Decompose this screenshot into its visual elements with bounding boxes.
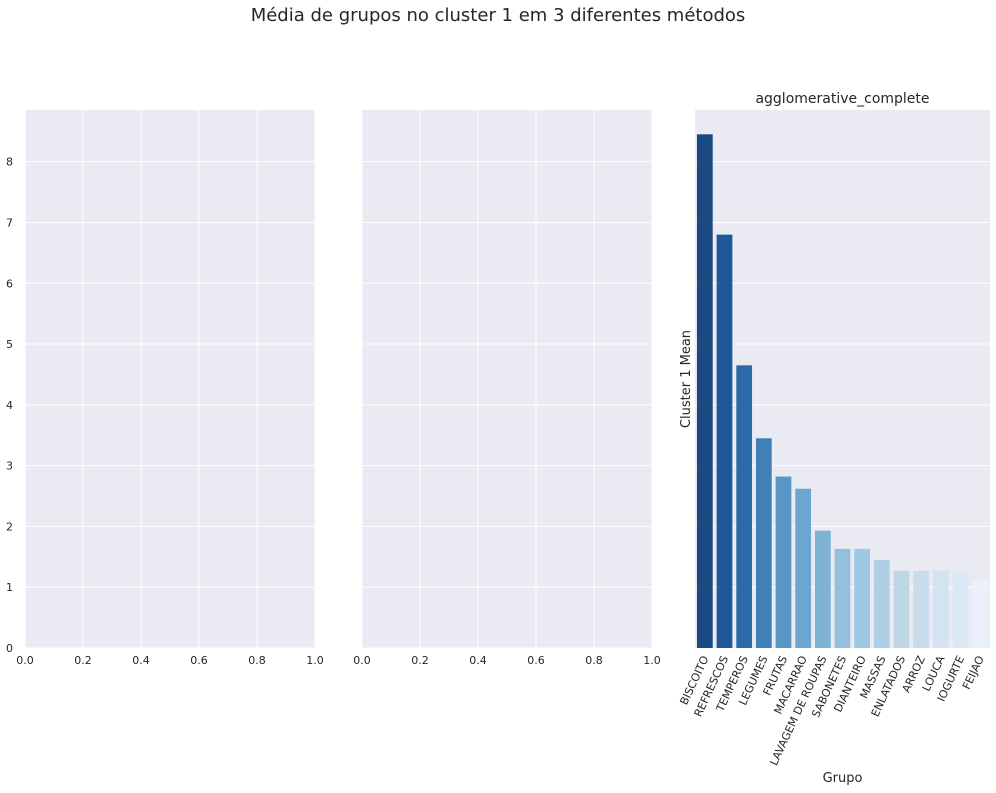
x-tick-label: 1.0 <box>643 654 661 667</box>
y-tick-label: 3 <box>6 460 13 473</box>
panel-title: agglomerative_complete <box>755 91 929 107</box>
y-tick-label: 1 <box>6 581 13 594</box>
x-tick-label: 0.2 <box>411 654 429 667</box>
y-tick-label: 7 <box>6 216 13 229</box>
x-tick-label: 0.4 <box>469 654 487 667</box>
bar <box>972 581 989 648</box>
y-tick-label: 6 <box>6 277 13 290</box>
bar <box>873 559 890 648</box>
bar <box>795 488 812 648</box>
x-tick-label: 0.6 <box>190 654 208 667</box>
x-tick-label: 0.4 <box>132 654 150 667</box>
x-tick-label: 0.2 <box>74 654 92 667</box>
x-tick-label: 0.8 <box>585 654 603 667</box>
x-tick-label: 0.8 <box>248 654 266 667</box>
x-tick-label: 0.0 <box>353 654 371 667</box>
y-tick-label: 5 <box>6 338 13 351</box>
bar <box>952 570 969 648</box>
bar <box>834 548 851 648</box>
x-tick-label: 0.0 <box>16 654 34 667</box>
bar <box>755 438 772 648</box>
bar <box>893 570 910 648</box>
bar <box>736 365 753 648</box>
bar <box>932 570 949 648</box>
x-axis-label: Grupo <box>823 771 863 786</box>
bar <box>913 570 930 648</box>
bar <box>696 134 713 648</box>
bar <box>814 530 831 648</box>
y-tick-label: 4 <box>6 399 13 412</box>
bar <box>775 476 792 648</box>
y-tick-label: 0 <box>6 642 13 655</box>
y-axis-label: Cluster 1 Mean <box>679 330 694 428</box>
figure-suptitle: Média de grupos no cluster 1 em 3 difere… <box>250 5 746 26</box>
plot-area-2 <box>362 110 652 648</box>
y-tick-label: 2 <box>6 520 13 533</box>
x-tick-label: 0.6 <box>527 654 545 667</box>
y-tick-label: 8 <box>6 156 13 169</box>
bar <box>716 234 733 649</box>
bar <box>854 548 871 648</box>
plot-area-1 <box>25 110 315 648</box>
x-tick-label: 1.0 <box>306 654 324 667</box>
